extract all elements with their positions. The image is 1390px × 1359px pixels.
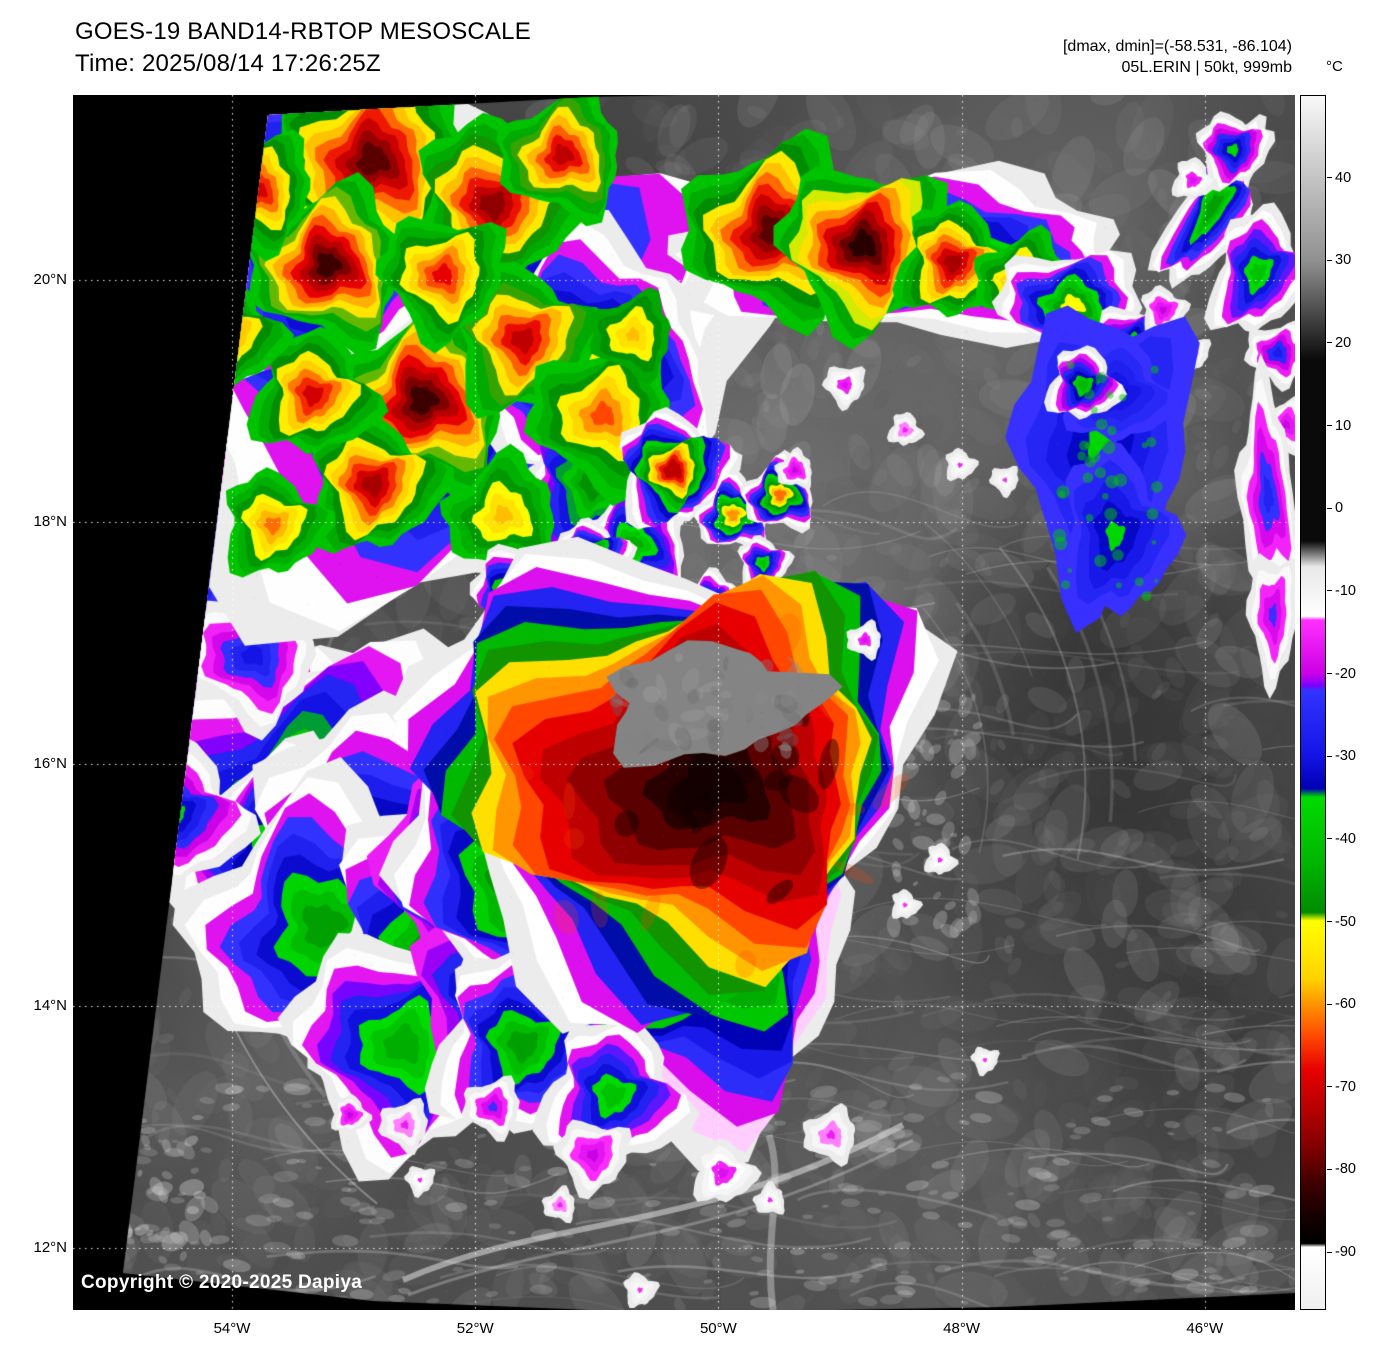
satellite-canvas [73, 95, 1295, 1310]
lat-label: 20°N [33, 271, 67, 288]
colorbar-unit-label: °C [1326, 58, 1343, 75]
colorbar-tick-label: 40 [1335, 169, 1352, 186]
colorbar-tick-mark [1327, 177, 1332, 179]
colorbar-tick-mark [1327, 1168, 1332, 1170]
colorbar-tick-label: -10 [1335, 582, 1356, 599]
storm-readout: 05L.ERIN | 50kt, 999mb [1121, 59, 1292, 76]
lat-label: 14°N [33, 997, 67, 1014]
colorbar-tick-label: -70 [1335, 1078, 1356, 1095]
colorbar-tick: -10 [1327, 583, 1356, 599]
lon-label: 54°W [213, 1320, 251, 1337]
colorbar-tick-mark [1327, 590, 1332, 592]
colorbar-tick-label: -30 [1335, 748, 1356, 765]
colorbar-tick: 40 [1327, 170, 1351, 186]
lon-label: 50°W [699, 1320, 737, 1337]
header-right: [dmax, dmin]=(-58.531, -86.104) 05L.ERIN… [1063, 36, 1292, 78]
colorbar-tick-mark [1327, 1086, 1332, 1088]
lon-label: 46°W [1186, 1320, 1224, 1337]
colorbar-tick: -70 [1327, 1079, 1356, 1095]
lon-label: 52°W [456, 1320, 494, 1337]
colorbar-tick: 10 [1327, 418, 1351, 434]
colorbar [1300, 95, 1326, 1310]
colorbar-tick-mark [1327, 425, 1332, 427]
colorbar-tick-mark [1327, 1003, 1332, 1005]
colorbar-tick: 0 [1327, 500, 1343, 516]
colorbar-tick-label: 0 [1335, 500, 1344, 517]
colorbar-tick-label: -90 [1335, 1244, 1356, 1261]
lat-label: 16°N [33, 755, 67, 772]
colorbar-tick: -50 [1327, 914, 1356, 930]
colorbar-tick-label: 10 [1335, 417, 1352, 434]
colorbar-tick: -90 [1327, 1244, 1356, 1260]
colorbar-tick-mark [1327, 838, 1332, 840]
colorbar-tick-label: -80 [1335, 1161, 1356, 1178]
colorbar-tick-label: -50 [1335, 913, 1356, 930]
colorbar-tick-mark [1327, 259, 1332, 261]
colorbar-tick: -40 [1327, 831, 1356, 847]
colorbar-tick: -20 [1327, 666, 1356, 682]
colorbar-tick-mark [1327, 1251, 1332, 1253]
colorbar-tick: 30 [1327, 252, 1351, 268]
colorbar-tick-label: -20 [1335, 665, 1356, 682]
timestamp: Time: 2025/08/14 17:26:25Z [75, 50, 381, 77]
header-left: GOES-19 BAND14-RBTOP MESOSCALE Time: 202… [75, 16, 531, 80]
colorbar-tick-label: -40 [1335, 830, 1356, 847]
colorbar-tick-mark [1327, 921, 1332, 923]
page-title: GOES-19 BAND14-RBTOP MESOSCALE [75, 18, 531, 45]
lat-label: 12°N [33, 1239, 67, 1256]
colorbar-tick: -80 [1327, 1161, 1356, 1177]
colorbar-tick-label: 30 [1335, 252, 1352, 269]
colorbar-tick: 20 [1327, 335, 1351, 351]
colorbar-tick: -60 [1327, 996, 1356, 1012]
colorbar-tick-mark [1327, 342, 1332, 344]
colorbar-tick-label: -60 [1335, 996, 1356, 1013]
colorbar-tick-mark [1327, 755, 1332, 757]
colorbar-tick-label: 20 [1335, 334, 1352, 351]
colorbar-tick-mark [1327, 673, 1332, 675]
satellite-map: Copyright © 2020-2025 Dapiya [73, 95, 1295, 1310]
copyright-watermark: Copyright © 2020-2025 Dapiya [81, 1272, 363, 1293]
colorbar-tick-mark [1327, 507, 1332, 509]
colorbar-tick: -30 [1327, 748, 1356, 764]
lon-label: 48°W [943, 1320, 981, 1337]
dmax-dmin-readout: [dmax, dmin]=(-58.531, -86.104) [1062, 38, 1292, 55]
lat-label: 18°N [33, 513, 67, 530]
